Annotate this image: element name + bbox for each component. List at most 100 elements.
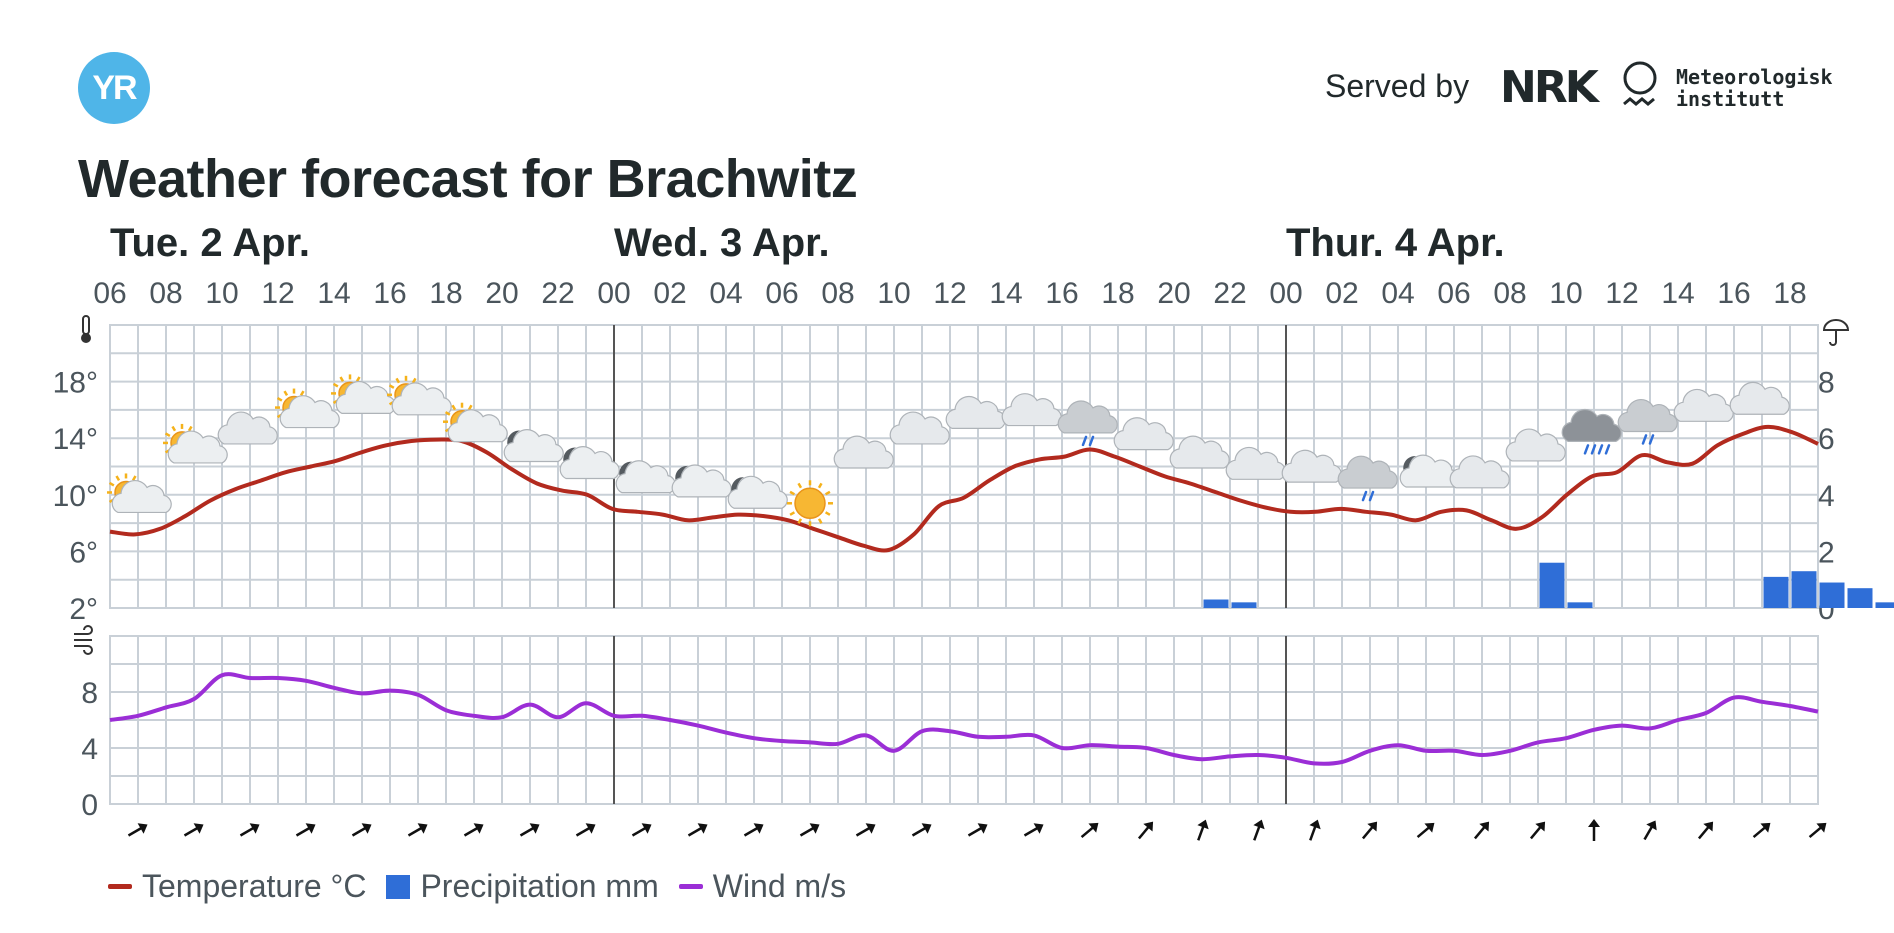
wind-direction-arrow	[1416, 822, 1435, 839]
met-institute-icon	[1623, 61, 1657, 106]
wind-direction-arrow	[799, 823, 820, 837]
wind-direction-arrow	[855, 823, 876, 837]
wind-tick-label: 4	[81, 733, 98, 766]
precipitation-bar	[1231, 602, 1257, 608]
precipitation-tick-label: 8	[1818, 367, 1835, 400]
wind-direction-arrow	[239, 823, 260, 837]
hour-label: 10	[877, 277, 910, 310]
weather-symbol-partly-sunny-icon	[163, 423, 228, 464]
weather-symbol-cloudy-icon	[1673, 388, 1734, 422]
weather-symbol-cloudy-icon	[1449, 455, 1510, 489]
hour-label: 00	[1269, 277, 1302, 310]
hour-label: 18	[1101, 277, 1134, 310]
hour-label: 10	[1549, 277, 1582, 310]
wind-direction-arrow	[1023, 823, 1044, 837]
met-institute-logo[interactable]: Meteorologisk institutt	[1676, 66, 1833, 110]
hour-label: 12	[1605, 277, 1638, 310]
hour-label: 22	[1213, 277, 1246, 310]
hour-label: 12	[261, 277, 294, 310]
yr-logo[interactable]: YR	[78, 52, 150, 124]
met-logo-line2: institutt	[1676, 87, 1785, 111]
hour-label: 18	[1773, 277, 1806, 310]
wind-direction-arrow	[127, 823, 148, 837]
hour-label: 20	[485, 277, 518, 310]
weather-symbol-partly-sunny-icon	[331, 374, 396, 415]
day-label: Thur. 4 Apr.	[1286, 221, 1505, 265]
wind-swatch	[678, 884, 703, 889]
weather-symbol-partly-sunny-icon	[443, 402, 508, 443]
precipitation-tick-label: 4	[1818, 480, 1835, 513]
wind-direction-arrow	[631, 823, 652, 837]
wind-direction-arrow	[911, 823, 932, 837]
hour-label: 04	[1381, 277, 1414, 310]
forecast-chart: Tue. 2 Apr. Wed. 3 Apr. Thur. 4 Apr.06 08 10…	[53, 221, 1894, 841]
wind-direction-arrow	[1253, 819, 1265, 841]
hour-label: 06	[93, 277, 126, 310]
wind-direction-arrow	[183, 823, 204, 837]
weather-symbol-cloudy-icon	[217, 411, 278, 445]
wind-direction-arrow	[463, 823, 484, 837]
wind-direction-arrow	[1752, 822, 1771, 839]
hour-label: 02	[1325, 277, 1358, 310]
weather-symbol-partly-night-icon	[559, 446, 620, 480]
weather-symbol-partly-sunny-icon	[107, 473, 172, 514]
weather-symbol-cloudy-icon	[1281, 449, 1342, 483]
weather-symbol-cloudy-icon	[833, 435, 894, 469]
legend-temperature-label: Temperature °C	[142, 868, 367, 904]
page-title: Weather forecast for Brachwitz	[78, 149, 858, 209]
weather-symbol-partly-night-icon	[615, 460, 676, 494]
precipitation-bar	[1819, 582, 1845, 608]
weather-symbol-cloudy-icon	[1505, 428, 1566, 462]
hour-label: 14	[989, 277, 1022, 310]
thermometer-icon	[81, 315, 91, 343]
nrk-logo[interactable]: NRK	[1500, 62, 1599, 113]
weather-symbol-cloudy-icon	[1225, 446, 1286, 480]
precipitation-bar	[1567, 602, 1593, 608]
temperature-tick-label: 10°	[53, 480, 98, 513]
legend-item-wind: Wind m/s	[678, 868, 847, 905]
precipitation-bar	[1847, 588, 1873, 608]
legend-precipitation-label: Precipitation mm	[420, 868, 659, 904]
hour-label: 06	[765, 277, 798, 310]
day-label: Wed. 3 Apr.	[614, 221, 830, 265]
wind-direction-arrow	[687, 823, 708, 837]
temperature-tick-label: 14°	[53, 423, 98, 456]
weather-symbol-light-rain-icon	[1337, 455, 1398, 502]
wind-direction-arrow	[1137, 821, 1154, 840]
temperature-swatch	[108, 884, 132, 889]
temperature-tick-label: 6°	[69, 536, 98, 569]
wind-direction-arrow	[1643, 820, 1657, 841]
wind-icon	[74, 625, 93, 655]
legend-wind-label: Wind m/s	[712, 868, 847, 904]
weather-symbol-heavy-rain-icon	[1561, 408, 1622, 455]
hour-label: 20	[1157, 277, 1190, 310]
temperature-series-line	[109, 424, 1819, 553]
wind-direction-arrow	[1529, 821, 1546, 840]
weather-symbol-partly-night-icon	[503, 429, 564, 463]
wind-direction-arrow	[575, 823, 596, 837]
hour-label: 04	[709, 277, 742, 310]
weather-symbol-partly-sunny-icon	[387, 375, 452, 416]
precipitation-tick-label: 2	[1818, 536, 1835, 569]
precipitation-tick-label: 6	[1818, 423, 1835, 456]
weather-symbol-cloudy-icon	[945, 395, 1006, 429]
wind-series-line	[109, 672, 1819, 766]
precipitation-swatch	[386, 874, 411, 899]
wind-tick-label: 0	[81, 789, 98, 822]
hour-label: 02	[653, 277, 686, 310]
hour-label: 00	[597, 277, 630, 310]
hour-label: 08	[821, 277, 854, 310]
hour-label: 22	[541, 277, 574, 310]
precipitation-bar	[1203, 599, 1229, 608]
wind-direction-arrow	[407, 823, 428, 837]
weather-symbol-partly-sunny-icon	[275, 388, 340, 429]
weather-symbol-cloudy-icon	[889, 411, 950, 445]
chart-legend: Temperature °C Precipitation mm Wind m/s	[108, 868, 866, 905]
wind-direction-arrow	[1473, 821, 1490, 840]
hour-label: 08	[1493, 277, 1526, 310]
hour-label: 16	[373, 277, 406, 310]
met-logo-line1: Meteorologisk	[1676, 65, 1833, 89]
served-by-label: Served by	[1325, 68, 1470, 104]
weather-symbol-cloudy-icon	[1113, 417, 1174, 451]
umbrella-icon	[1822, 319, 1850, 346]
